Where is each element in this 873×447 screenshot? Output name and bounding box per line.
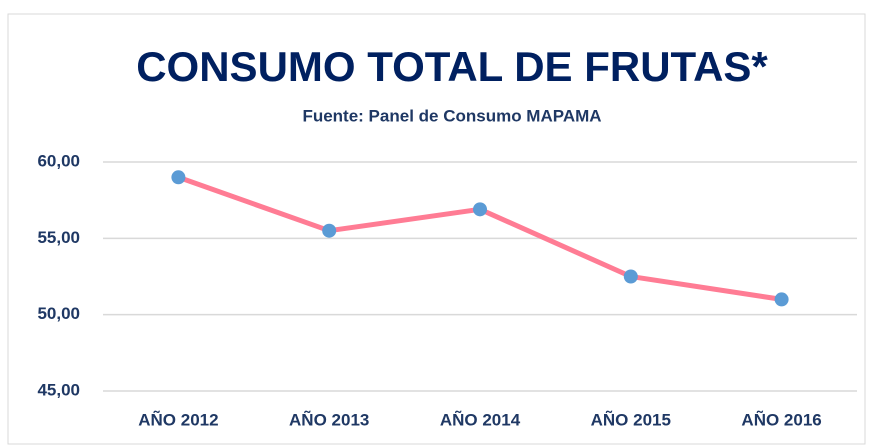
x-tick-label: AÑO 2015 [591, 409, 671, 429]
data-point [473, 202, 487, 217]
data-point [623, 269, 638, 284]
x-tick-label: AÑO 2012 [138, 409, 218, 429]
y-tick-label: 60,00 [37, 151, 80, 170]
x-tick-label: AÑO 2016 [741, 409, 821, 429]
chart-subtitle: Fuente: Panel de Consumo MAPAMA [302, 106, 601, 125]
x-tick-label: AÑO 2014 [440, 409, 521, 429]
y-tick-label: 45,00 [37, 380, 80, 399]
x-tick-label: AÑO 2013 [289, 409, 369, 429]
y-tick-label: 50,00 [37, 304, 80, 323]
data-point [774, 292, 789, 307]
chart-title: CONSUMO TOTAL DE FRUTAS* [136, 43, 768, 90]
y-tick-label: 55,00 [37, 228, 80, 247]
chart-border [7, 13, 866, 445]
data-point [322, 223, 337, 238]
data-point [171, 170, 186, 185]
